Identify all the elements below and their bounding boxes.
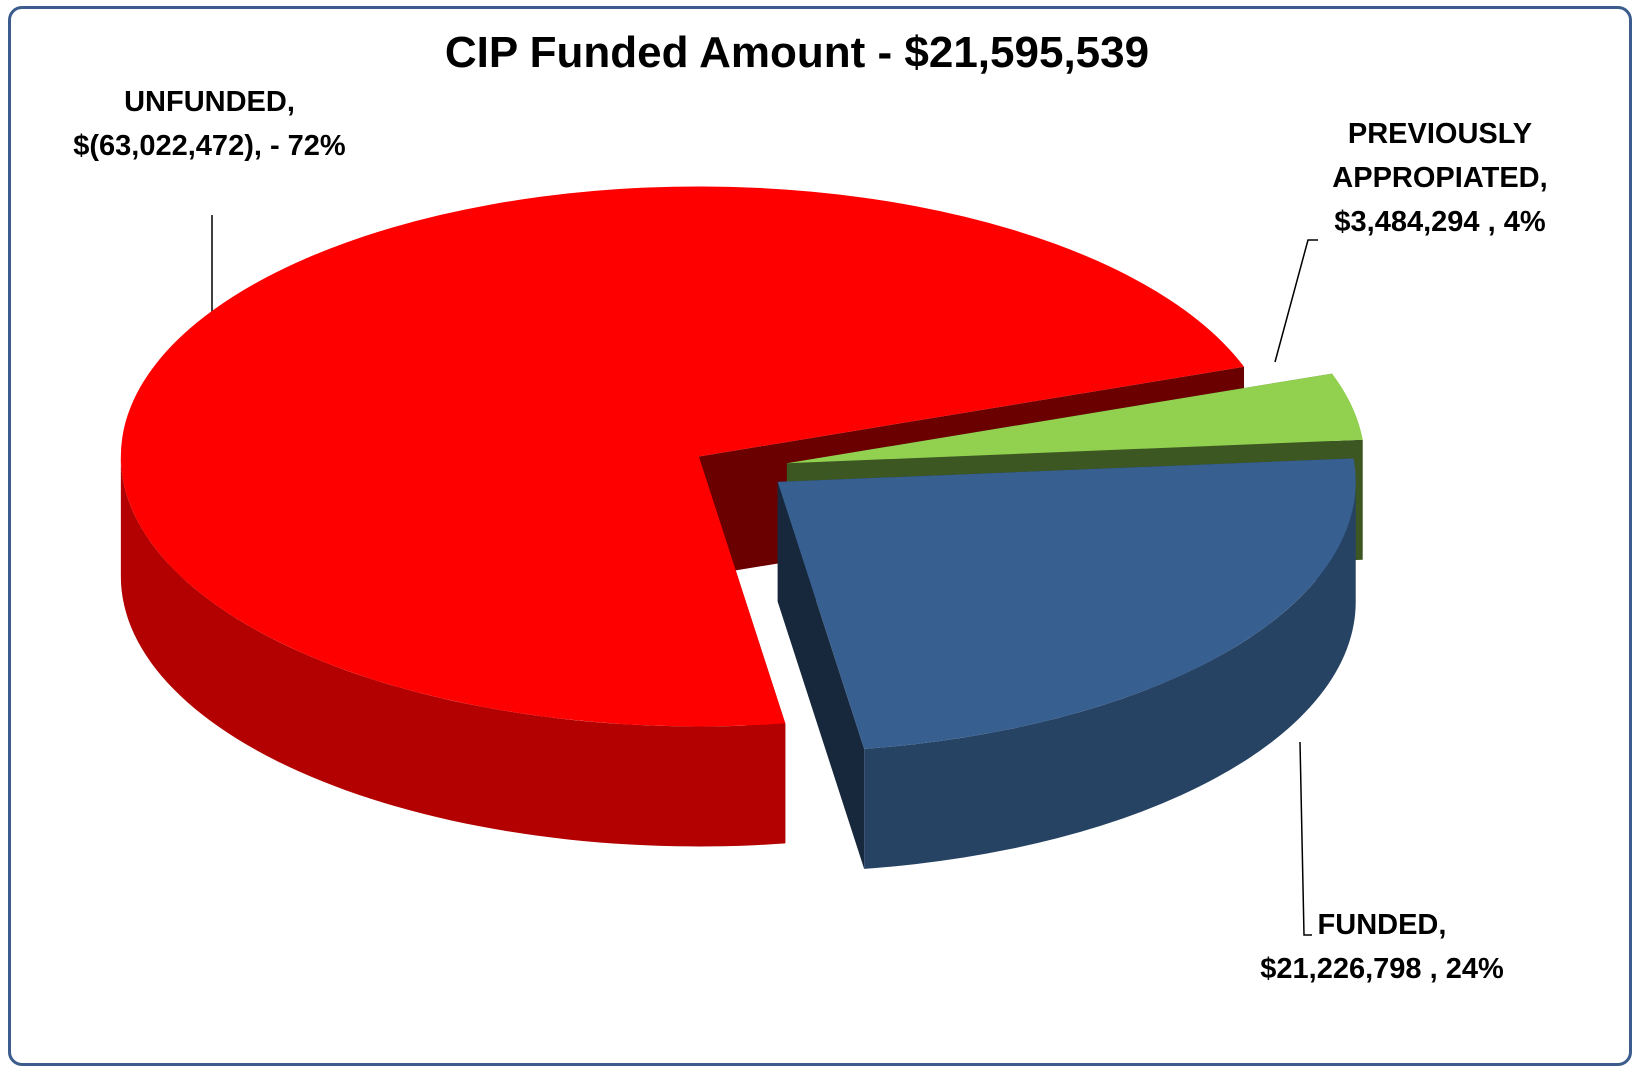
category-label: FUNDED, [1317,909,1447,941]
chart-frame [8,6,1632,1066]
data-label: UNFUNDED, $(63,022,472), - 72% [62,80,357,168]
slice-side [777,481,865,869]
slice-top [777,458,1356,749]
slice-top [786,373,1363,464]
slice-wall [120,456,786,847]
value-label: $3,484,294 , 4% [1334,206,1546,238]
leader-line [1299,741,1312,936]
chart-title: CIP Funded Amount - $21,595,539 [444,28,1150,77]
slice-wall [864,481,1356,869]
category-label: UNFUNDED, [124,86,295,118]
value-label: $21,226,798 , 24% [1260,953,1504,985]
category-label: PREVIOUSLY APPROPIATED, [1332,118,1548,194]
slice-top [120,186,1245,727]
data-label: FUNDED, $21,226,798 , 24% [1222,903,1542,991]
value-label: $(63,022,472), - 72% [73,130,346,162]
data-label: PREVIOUSLY APPROPIATED, $3,484,294 , 4% [1305,112,1575,244]
leader-line [1274,239,1318,363]
